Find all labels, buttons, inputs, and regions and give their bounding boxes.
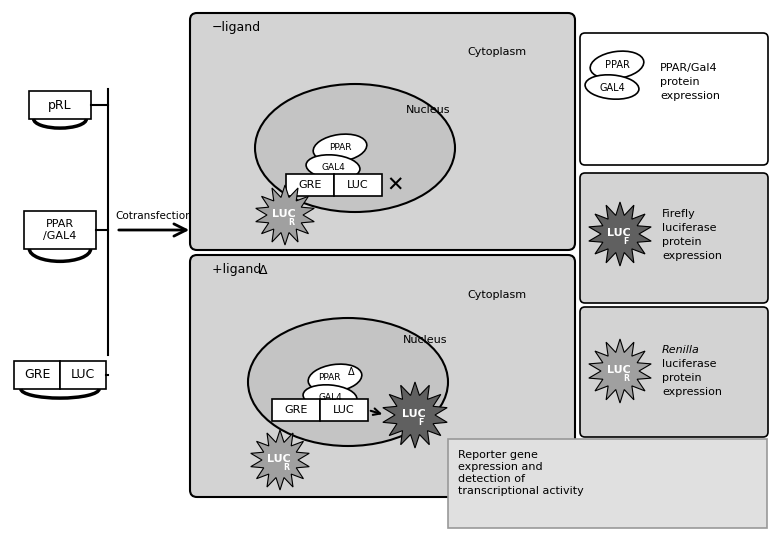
Text: PPAR: PPAR <box>318 373 340 382</box>
Text: PPAR: PPAR <box>329 144 351 153</box>
Ellipse shape <box>591 51 644 79</box>
Ellipse shape <box>306 155 360 179</box>
Text: LUC: LUC <box>607 365 631 375</box>
Text: F: F <box>623 237 628 246</box>
Text: Reporter gene: Reporter gene <box>458 450 538 460</box>
Text: luciferase: luciferase <box>662 223 716 233</box>
Text: detection of: detection of <box>458 474 525 484</box>
Text: LUC: LUC <box>607 228 631 238</box>
Text: LUC: LUC <box>402 409 426 419</box>
Text: LUC: LUC <box>347 180 369 190</box>
Text: pRL: pRL <box>48 98 72 112</box>
Text: Cytoplasm: Cytoplasm <box>467 47 527 57</box>
FancyBboxPatch shape <box>580 33 768 165</box>
Text: −ligand: −ligand <box>212 21 261 35</box>
Text: protein: protein <box>662 237 702 247</box>
Text: R: R <box>283 464 290 473</box>
FancyBboxPatch shape <box>272 399 320 421</box>
FancyBboxPatch shape <box>580 173 768 303</box>
FancyBboxPatch shape <box>29 91 91 119</box>
Ellipse shape <box>303 385 357 409</box>
Text: Nucleus: Nucleus <box>406 105 450 115</box>
Text: LUC: LUC <box>334 405 355 415</box>
Text: transcriptional activity: transcriptional activity <box>458 486 584 496</box>
Text: PPAR: PPAR <box>604 60 629 70</box>
Text: Nucleus: Nucleus <box>403 335 447 345</box>
FancyBboxPatch shape <box>286 174 334 196</box>
Text: PPAR/Gal4: PPAR/Gal4 <box>660 63 718 73</box>
FancyBboxPatch shape <box>190 255 575 497</box>
Ellipse shape <box>255 84 455 212</box>
Text: LUC: LUC <box>71 368 95 381</box>
Text: GAL4: GAL4 <box>318 394 342 403</box>
Text: expression: expression <box>662 387 722 397</box>
FancyBboxPatch shape <box>24 211 96 249</box>
FancyBboxPatch shape <box>334 174 382 196</box>
Polygon shape <box>383 382 447 448</box>
Text: GAL4: GAL4 <box>321 163 345 172</box>
Polygon shape <box>589 339 652 403</box>
Text: protein: protein <box>660 77 699 87</box>
FancyBboxPatch shape <box>60 361 106 389</box>
Text: LUC: LUC <box>267 454 291 464</box>
Text: protein: protein <box>662 373 702 383</box>
Polygon shape <box>251 430 310 490</box>
Text: R: R <box>623 374 629 383</box>
Text: GAL4: GAL4 <box>599 83 625 93</box>
Ellipse shape <box>308 364 362 392</box>
Text: F: F <box>418 418 424 427</box>
FancyBboxPatch shape <box>448 439 767 528</box>
Text: GRE: GRE <box>298 180 322 190</box>
FancyBboxPatch shape <box>580 307 768 437</box>
Text: GRE: GRE <box>24 368 50 381</box>
Polygon shape <box>589 202 652 266</box>
Text: expression: expression <box>662 251 722 261</box>
FancyBboxPatch shape <box>14 361 60 389</box>
Text: ✕: ✕ <box>386 176 404 196</box>
Text: Firefly: Firefly <box>662 209 696 219</box>
Text: Δ: Δ <box>347 367 354 377</box>
Text: expression and: expression and <box>458 462 543 472</box>
Text: Δ: Δ <box>259 263 268 277</box>
Text: expression: expression <box>660 91 720 101</box>
Polygon shape <box>256 185 314 245</box>
FancyBboxPatch shape <box>190 13 575 250</box>
Ellipse shape <box>585 75 639 99</box>
Text: luciferase: luciferase <box>662 359 716 369</box>
FancyBboxPatch shape <box>320 399 368 421</box>
Text: LUC: LUC <box>272 209 296 219</box>
Text: R: R <box>289 218 294 227</box>
Ellipse shape <box>313 134 367 162</box>
Text: GRE: GRE <box>284 405 308 415</box>
Text: Cotransfection: Cotransfection <box>116 211 192 221</box>
Text: +ligand: +ligand <box>212 263 266 277</box>
Ellipse shape <box>248 318 448 446</box>
Text: PPAR
/GAL4: PPAR /GAL4 <box>43 219 76 241</box>
Text: Renilla: Renilla <box>662 345 700 355</box>
Text: Cytoplasm: Cytoplasm <box>467 290 527 300</box>
